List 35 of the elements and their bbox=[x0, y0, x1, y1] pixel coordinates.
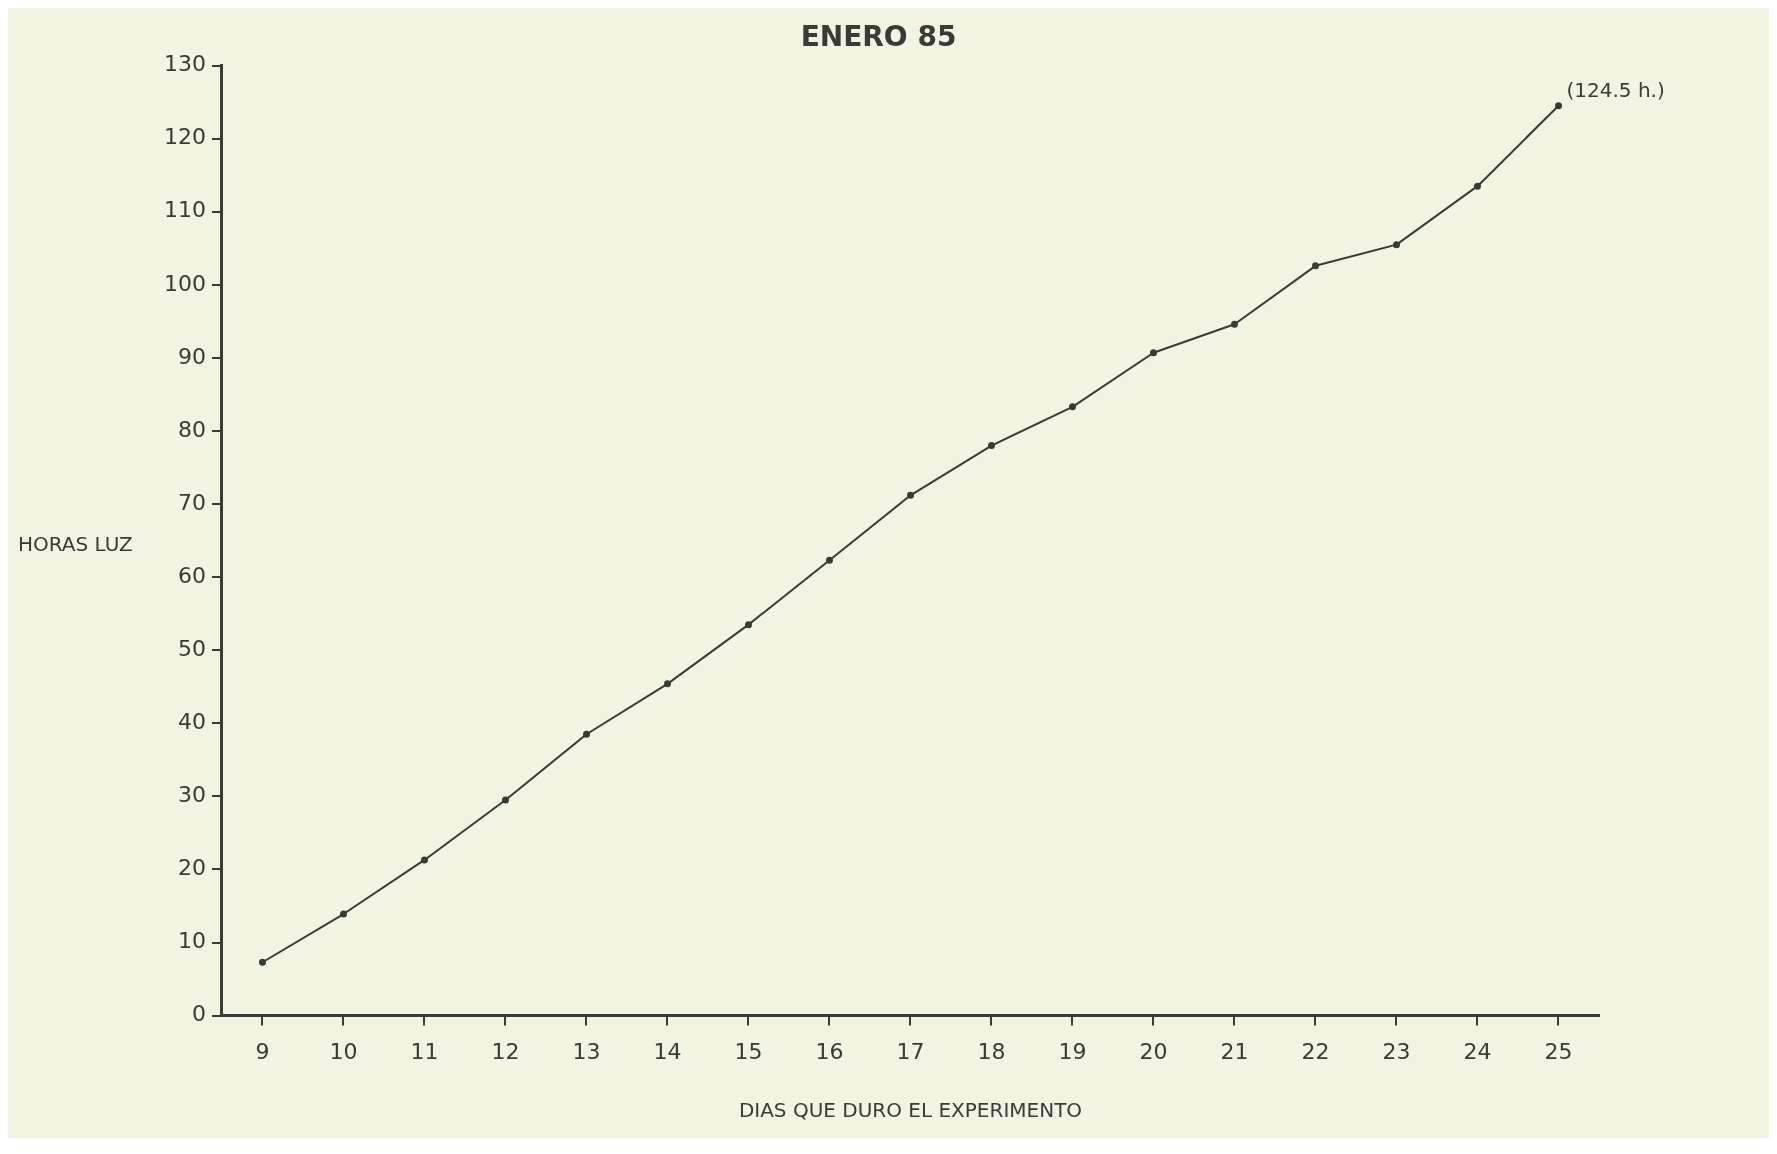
y-tick-label: 40 bbox=[177, 709, 206, 735]
x-tick-label: 22 bbox=[1301, 1038, 1330, 1064]
x-tick-label: 19 bbox=[1058, 1038, 1087, 1064]
y-tick-label: 100 bbox=[163, 270, 206, 296]
x-tick-label: 11 bbox=[410, 1038, 439, 1064]
x-tick-label: 12 bbox=[491, 1038, 520, 1064]
x-tick-label: 10 bbox=[329, 1038, 358, 1064]
annotation: (124.5 h.) bbox=[1566, 78, 1665, 102]
y-tick-label: 30 bbox=[177, 782, 206, 808]
x-tick-label: 23 bbox=[1382, 1038, 1411, 1064]
y-tick-label: 0 bbox=[191, 1001, 206, 1027]
y-axis-title: HORAS LUZ bbox=[18, 531, 133, 556]
y-tick-label: 80 bbox=[177, 416, 206, 442]
x-tick-label: 15 bbox=[734, 1038, 763, 1064]
y-tick-label: 70 bbox=[177, 489, 206, 515]
x-tick-label: 13 bbox=[572, 1038, 601, 1064]
y-tick-label: 90 bbox=[177, 343, 206, 369]
x-axis-title: DIAS QUE DURO EL EXPERIMENTO bbox=[738, 1098, 1083, 1123]
y-tick-label: 110 bbox=[163, 197, 206, 223]
x-tick-label: 18 bbox=[977, 1038, 1006, 1064]
y-tick-label: 120 bbox=[163, 124, 206, 150]
x-tick-label: 17 bbox=[896, 1038, 925, 1064]
y-tick-label: 130 bbox=[163, 51, 206, 77]
x-tick-label: 24 bbox=[1463, 1038, 1492, 1064]
y-tick-label: 20 bbox=[177, 855, 206, 881]
y-tick-label: 10 bbox=[177, 928, 206, 954]
x-tick-label: 21 bbox=[1220, 1038, 1249, 1064]
x-tick-label: 20 bbox=[1139, 1038, 1168, 1064]
x-tick-label: 25 bbox=[1544, 1038, 1573, 1064]
y-tick-label: 60 bbox=[177, 562, 206, 588]
x-tick-label: 14 bbox=[653, 1038, 682, 1064]
x-tick-label: 16 bbox=[815, 1038, 844, 1064]
y-tick-label: 50 bbox=[177, 635, 206, 661]
chart-title: ENERO 85 bbox=[800, 20, 957, 54]
x-tick-label: 9 bbox=[255, 1038, 270, 1064]
